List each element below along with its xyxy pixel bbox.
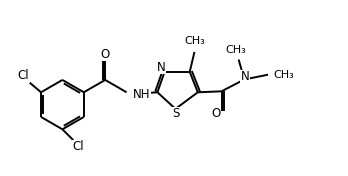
Text: Cl: Cl <box>73 140 84 153</box>
Text: CH₃: CH₃ <box>226 45 247 55</box>
Text: N: N <box>241 70 250 83</box>
Text: Cl: Cl <box>18 69 29 82</box>
Text: O: O <box>211 107 220 120</box>
Text: CH₃: CH₃ <box>184 36 205 46</box>
Text: CH₃: CH₃ <box>274 70 294 80</box>
Text: N: N <box>156 61 165 74</box>
Text: NH: NH <box>133 88 150 101</box>
Text: S: S <box>173 107 180 120</box>
Text: O: O <box>101 48 110 61</box>
